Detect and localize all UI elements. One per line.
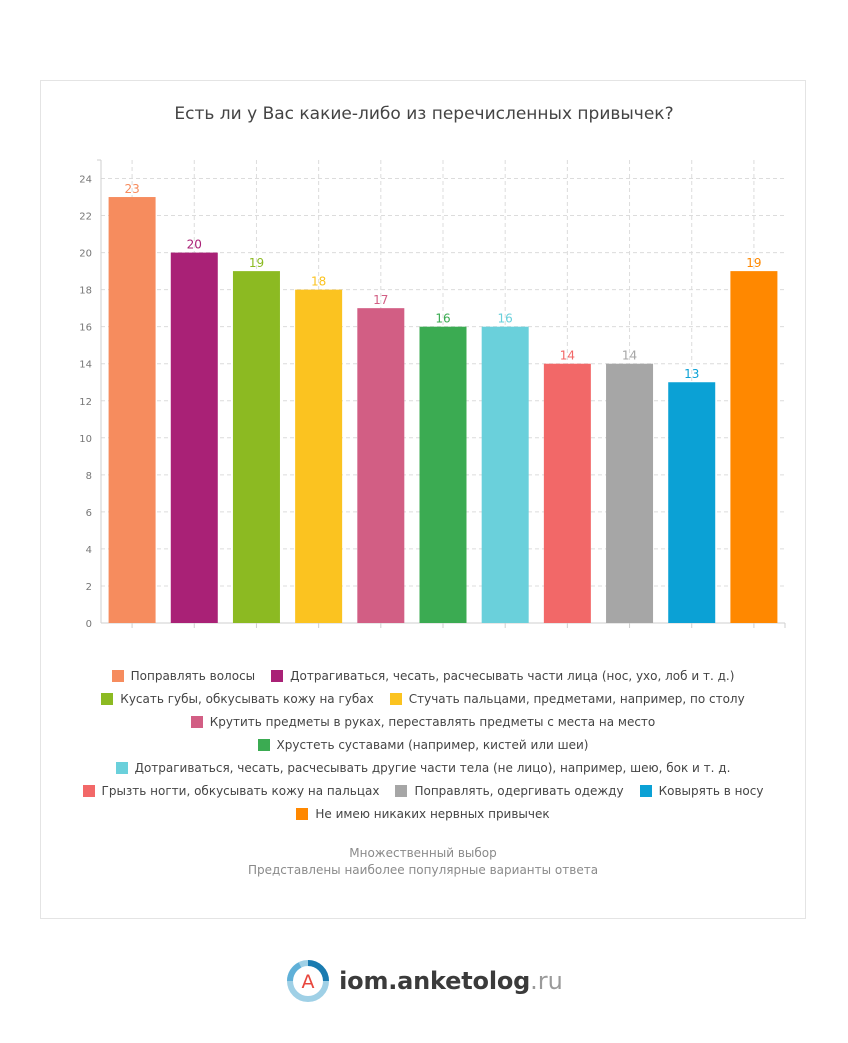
y-tick-label: 0	[86, 619, 92, 630]
bar-value-label: 17	[373, 293, 388, 307]
legend-item[interactable]: Не имею никаких нервных привычек	[296, 806, 550, 821]
bar-2	[170, 252, 218, 623]
legend-item[interactable]: Дотрагиваться, чесать, расчесывать части…	[271, 669, 734, 683]
bar-value-label: 16	[498, 312, 513, 326]
legend-swatch	[639, 784, 652, 797]
bar-value-label: 23	[124, 182, 139, 196]
bar-7	[481, 326, 529, 623]
legend-swatch	[82, 784, 95, 797]
legend-item[interactable]: Поправлять волосы	[111, 668, 256, 683]
legend-label: Стучать пальцами, предметами, например, …	[408, 691, 745, 706]
y-tick-label: 2	[86, 582, 92, 593]
brand-name: iom.anketolog	[339, 967, 531, 995]
legend-label: Ковырять в носу	[658, 783, 764, 798]
bar-value-label: 19	[746, 256, 761, 270]
legend-item[interactable]: Кусать губы, обкусывать кожу на губах	[101, 691, 374, 706]
y-tick-label: 8	[86, 471, 92, 482]
bar-value-label: 19	[249, 256, 264, 270]
legend-label: Поправлять, одергивать одежду	[414, 783, 624, 798]
legend-label: Грызть ногти, обкусывать кожу на пальцах	[101, 783, 380, 798]
legend-item[interactable]: Хрустеть суставами (например, кистей или…	[257, 737, 589, 752]
chart-title: Есть ли у Вас какие-либо из перечисленны…	[174, 104, 674, 124]
anketolog-logo-icon: A	[287, 960, 330, 1002]
legend-label: Дотрагиваться, чесать, расчесывать части…	[290, 668, 735, 683]
legend-swatch	[101, 692, 114, 705]
legend-swatch	[389, 692, 402, 705]
y-tick-label: 14	[79, 360, 92, 371]
bar-value-label: 14	[560, 349, 575, 363]
y-tick-label: 24	[79, 175, 92, 186]
bar-8	[543, 363, 591, 623]
legend-row: Крутить предметы в руках, переставлять п…	[40, 710, 806, 733]
bar-value-label: 18	[311, 275, 326, 289]
legend-label: Кусать губы, обкусывать кожу на губах	[120, 691, 374, 706]
legend-item[interactable]: Поправлять, одергивать одежду	[395, 783, 624, 798]
y-tick-label: 18	[79, 286, 92, 297]
bar-9	[606, 363, 654, 623]
bar-value-label: 20	[187, 238, 202, 252]
legend-row: Дотрагиваться, чесать, расчесывать други…	[40, 756, 806, 779]
legend-item[interactable]: Дотрагиваться, чесать, расчесывать други…	[115, 760, 731, 775]
chart-legend: Поправлять волосы Дотрагиваться, чесать, …	[40, 664, 806, 825]
y-tick-label: 16	[79, 323, 92, 334]
legend-swatch	[111, 669, 124, 682]
legend-swatch	[190, 715, 203, 728]
legend-row: Грызть ногти, обкусывать кожу на пальцах…	[40, 779, 806, 802]
chart-notes: Множественный выбор Представлены наиболе…	[40, 845, 806, 879]
bar-value-label: 13	[684, 367, 699, 381]
note-multiple-choice: Множественный выбор	[349, 846, 497, 860]
bar-10	[668, 382, 716, 623]
bar-6	[419, 326, 467, 623]
note-popular-answers: Представлены наиболее популярные вариант…	[247, 863, 599, 877]
brand-footer[interactable]: A iom.anketolog .ru	[0, 958, 848, 1004]
legend-label: Хрустеть суставами (например, кистей или…	[276, 737, 589, 752]
legend-swatch	[296, 807, 309, 820]
y-tick-label: 4	[86, 545, 92, 556]
y-tick-label: 22	[79, 212, 92, 223]
legend-row: Кусать губы, обкусывать кожу на губах Сту…	[40, 687, 806, 710]
brand-tld: .ru	[530, 967, 563, 995]
brand-letter: A	[302, 971, 315, 993]
bar-value-label: 16	[435, 312, 450, 326]
legend-row: Поправлять волосы Дотрагиваться, чесать, …	[40, 664, 806, 687]
bar-11	[730, 271, 778, 623]
legend-swatch	[257, 738, 270, 751]
bar-5	[357, 308, 405, 623]
bar-1	[108, 197, 156, 624]
legend-item[interactable]: Ковырять в носу	[639, 783, 764, 798]
bar-3	[232, 271, 280, 623]
y-tick-label: 20	[79, 249, 92, 260]
y-tick-label: 12	[79, 397, 92, 408]
legend-label: Дотрагиваться, чесать, расчесывать други…	[134, 760, 731, 775]
y-tick-label: 6	[86, 508, 92, 519]
legend-label: Крутить предметы в руках, переставлять п…	[209, 714, 656, 729]
legend-item[interactable]: Грызть ногти, обкусывать кожу на пальцах	[82, 783, 380, 798]
legend-swatch	[115, 761, 128, 774]
legend-item[interactable]: Стучать пальцами, предметами, например, …	[389, 691, 745, 706]
bar-4	[295, 289, 343, 623]
legend-row: Не имею никаких нервных привычек	[40, 802, 806, 825]
legend-label: Не имею никаких нервных привычек	[315, 806, 550, 821]
legend-swatch	[271, 669, 284, 682]
y-tick-label: 10	[79, 434, 92, 445]
legend-swatch	[395, 784, 408, 797]
legend-label: Поправлять волосы	[130, 668, 256, 683]
bar-value-label: 14	[622, 349, 637, 363]
legend-item[interactable]: Крутить предметы в руках, переставлять п…	[190, 714, 656, 729]
legend-row: Хрустеть суставами (например, кистей или…	[40, 733, 806, 756]
